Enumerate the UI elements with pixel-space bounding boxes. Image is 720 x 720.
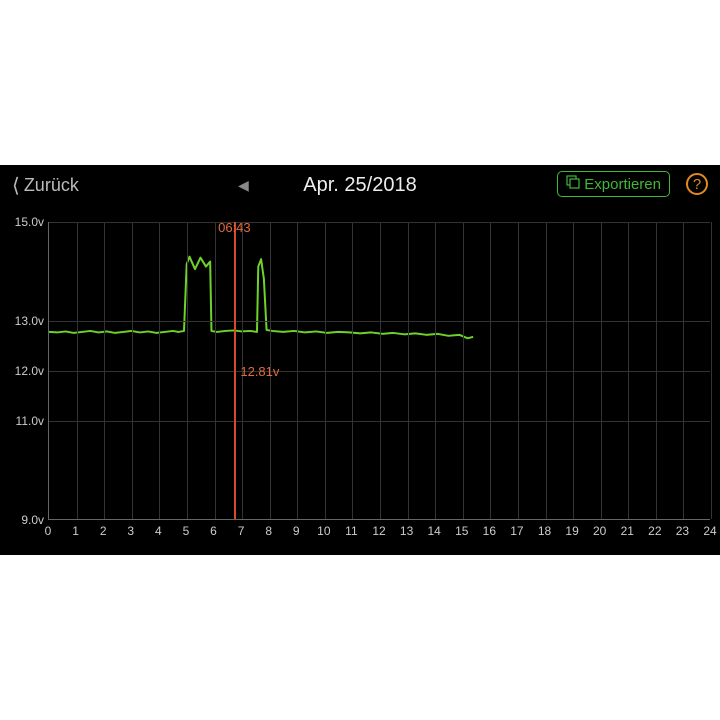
cursor-time-label: 06:43 [218, 220, 251, 235]
x-axis-label: 4 [155, 524, 162, 538]
y-axis-label: 15.0v [15, 215, 44, 229]
y-axis-label: 13.0v [15, 314, 44, 328]
prev-day-icon[interactable]: ◀ [238, 177, 249, 194]
x-axis-label: 14 [427, 524, 440, 538]
y-axis-label: 11.0v [16, 414, 44, 428]
export-icon [566, 175, 580, 193]
x-axis-label: 9 [293, 524, 300, 538]
x-axis-label: 21 [621, 524, 634, 538]
x-axis-label: 6 [210, 524, 217, 538]
header-bar: ⟨ Zurück ◀ Apr. 25/2018 Exportieren ? [0, 165, 720, 205]
x-axis-label: 12 [372, 524, 385, 538]
y-axis-label: 9.0v [21, 513, 44, 527]
back-label: Zurück [24, 175, 79, 196]
export-label: Exportieren [584, 176, 661, 193]
x-axis-label: 11 [345, 524, 357, 538]
x-axis-label: 18 [538, 524, 551, 538]
x-axis-label: 5 [183, 524, 190, 538]
x-axis-label: 17 [510, 524, 523, 538]
export-button[interactable]: Exportieren [557, 171, 670, 197]
cursor-line[interactable] [234, 222, 236, 519]
x-axis-label: 16 [483, 524, 496, 538]
x-axis-label: 2 [100, 524, 107, 538]
chevron-left-icon: ⟨ [12, 173, 20, 198]
x-axis-label: 23 [676, 524, 689, 538]
x-axis-label: 20 [593, 524, 606, 538]
help-icon: ? [693, 176, 701, 193]
x-axis-label: 22 [648, 524, 661, 538]
app-screen: ⟨ Zurück ◀ Apr. 25/2018 Exportieren ? 06… [0, 165, 720, 555]
back-button[interactable]: ⟨ Zurück [12, 173, 79, 198]
y-axis-label: 12.0v [15, 364, 44, 378]
cursor-value-label: 12.81v [240, 364, 279, 379]
x-axis-label: 10 [317, 524, 330, 538]
x-axis-label: 0 [45, 524, 52, 538]
plot-area[interactable]: 06:43 12.81v [48, 222, 710, 520]
x-axis-label: 7 [238, 524, 245, 538]
voltage-chart[interactable]: 06:4312.81v 9.0v11.0v12.0v13.0v15.0v0123… [0, 210, 720, 555]
x-axis-label: 1 [72, 524, 79, 538]
x-axis-label: 15 [455, 524, 468, 538]
help-button[interactable]: ? [686, 173, 708, 195]
x-axis-label: 19 [565, 524, 578, 538]
x-axis-label: 8 [265, 524, 272, 538]
x-axis-label: 24 [703, 524, 716, 538]
x-axis-label: 3 [127, 524, 134, 538]
x-axis-label: 13 [400, 524, 413, 538]
